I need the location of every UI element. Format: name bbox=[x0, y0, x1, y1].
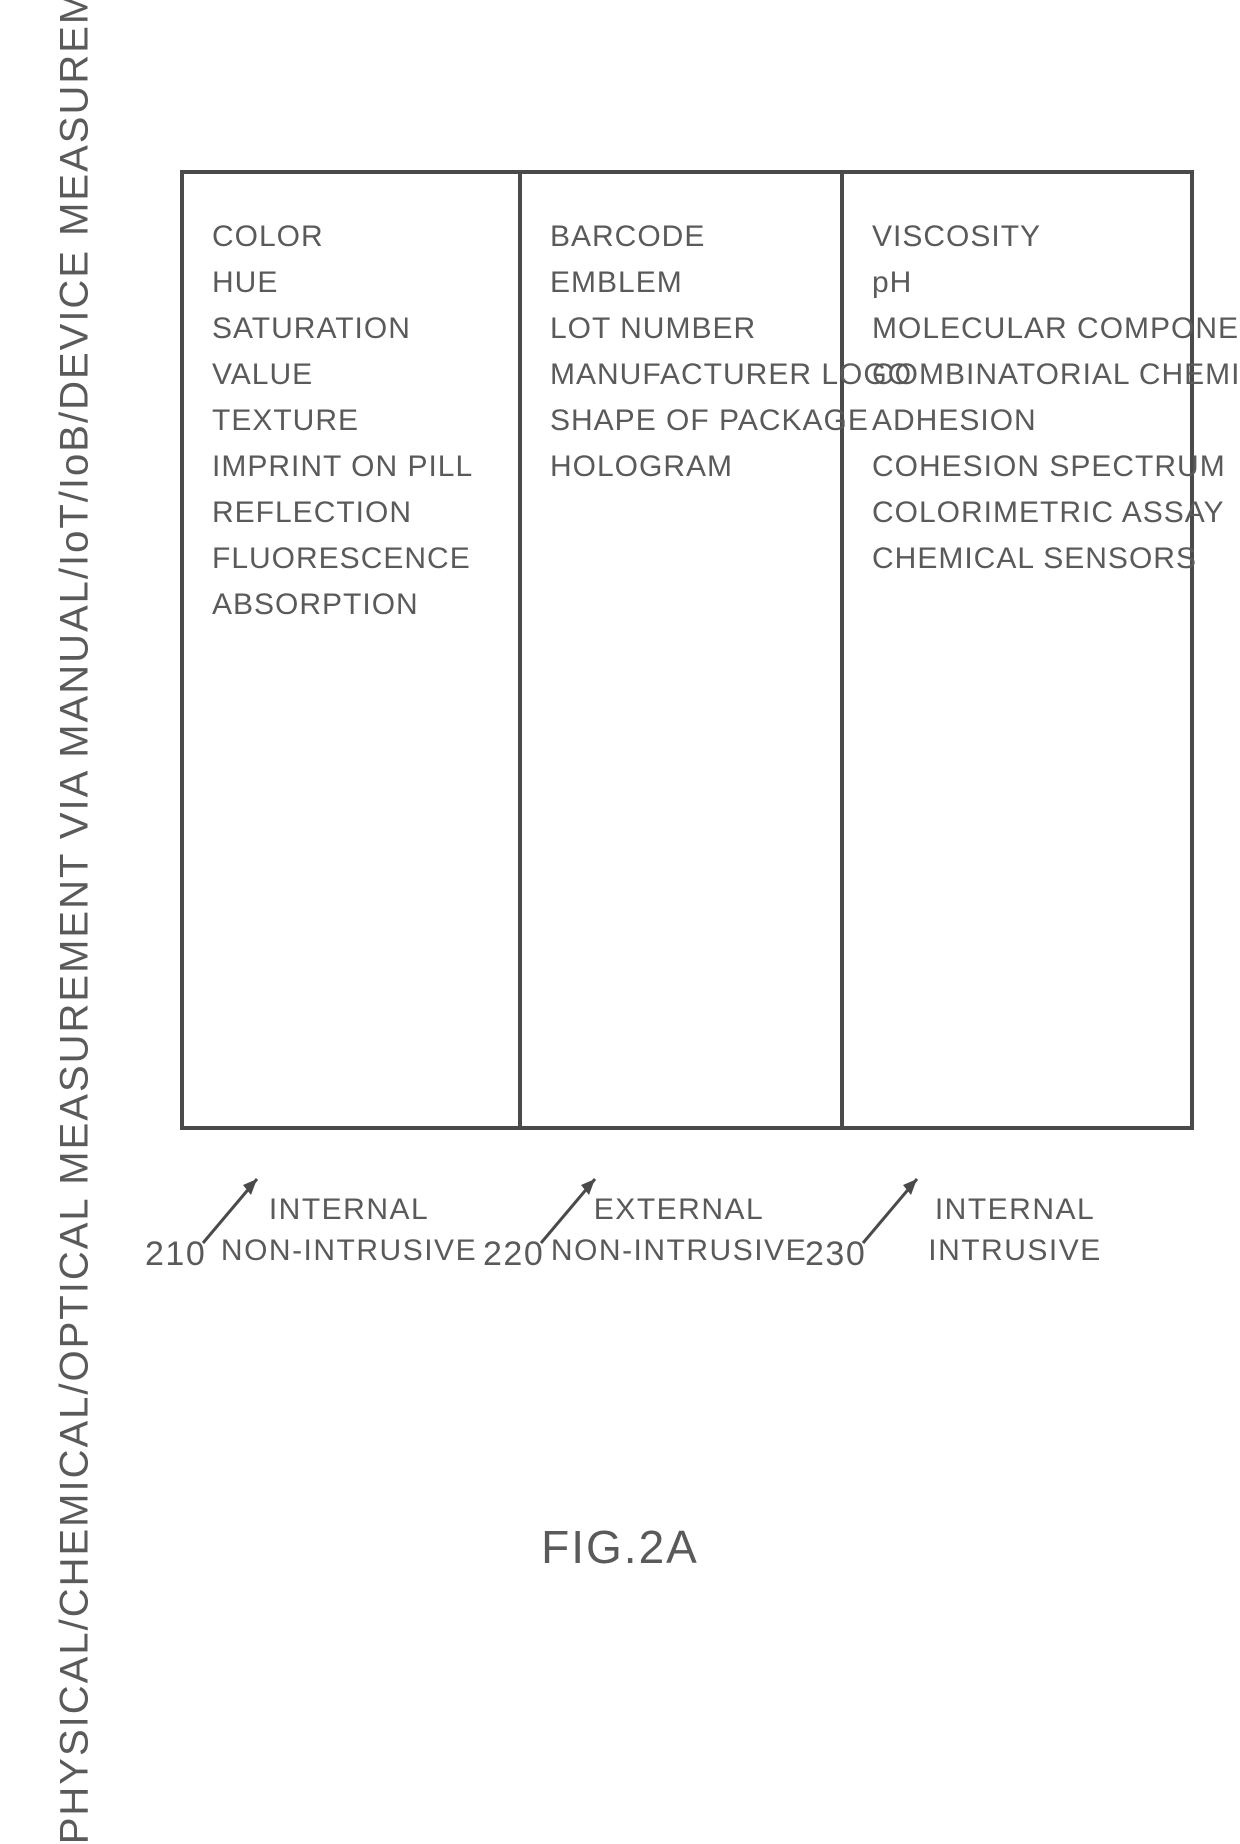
column-labels-row: 210INTERNALNON-INTRUSIVE220EXTERNALNON-I… bbox=[180, 1190, 1190, 1271]
measurement-item: MANUFACTURER LOGO bbox=[550, 352, 818, 398]
measurement-item: VISCOSITY bbox=[872, 214, 1168, 260]
figure-label: FIG.2A bbox=[0, 1520, 1240, 1574]
page: PHYSICAL/CHEMICAL/OPTICAL MEASUREMENT VI… bbox=[0, 0, 1240, 1747]
measurement-item: TEXTURE bbox=[212, 398, 496, 444]
column-label-line: INTERNAL bbox=[269, 1190, 429, 1231]
measurement-item: COMBINATORIAL CHEMICALS bbox=[872, 352, 1168, 398]
measurement-item: HUE bbox=[212, 260, 496, 306]
measurement-item: COHESION SPECTRUM bbox=[872, 444, 1168, 490]
column-label-line: INTERNAL bbox=[935, 1190, 1095, 1231]
measurement-table-wrap: COLORHUESATURATIONVALUETEXTUREIMPRINT ON… bbox=[180, 170, 1194, 1130]
page-title-container: PHYSICAL/CHEMICAL/OPTICAL MEASUREMENT VI… bbox=[30, 0, 120, 1747]
column-label-group: 220EXTERNALNON-INTRUSIVE bbox=[518, 1190, 840, 1271]
measurement-item: pH bbox=[872, 260, 1168, 306]
measurement-item: VALUE bbox=[212, 352, 496, 398]
lead-line-arrow-icon bbox=[195, 1165, 285, 1255]
measurement-item: ADHESION bbox=[872, 398, 1168, 444]
lead-line-arrow-icon bbox=[533, 1165, 623, 1255]
lead-line-arrow-icon bbox=[855, 1165, 945, 1255]
measurement-item: LOT NUMBER bbox=[550, 306, 818, 352]
column-label-line: INTRUSIVE bbox=[928, 1231, 1102, 1272]
measurement-item: BARCODE bbox=[550, 214, 818, 260]
cell-internal-non-intrusive: COLORHUESATURATIONVALUETEXTUREIMPRINT ON… bbox=[182, 172, 520, 1128]
cell-external-non-intrusive: BARCODEEMBLEMLOT NUMBERMANUFACTURER LOGO… bbox=[520, 172, 842, 1128]
column-label-group: 230INTERNALINTRUSIVE bbox=[840, 1190, 1190, 1271]
cell-internal-intrusive: VISCOSITYpHMOLECULAR COMPONENTSCOMBINATO… bbox=[842, 172, 1192, 1128]
measurement-item: IMPRINT ON PILL bbox=[212, 444, 496, 490]
measurement-item: ABSORPTION bbox=[212, 582, 496, 628]
measurement-item: HOLOGRAM bbox=[550, 444, 818, 490]
measurement-item: EMBLEM bbox=[550, 260, 818, 306]
measurement-item: MOLECULAR COMPONENTS bbox=[872, 306, 1168, 352]
column-label-group: 210INTERNALNON-INTRUSIVE bbox=[180, 1190, 518, 1271]
measurement-item: CHEMICAL SENSORS bbox=[872, 536, 1168, 582]
measurement-item: SATURATION bbox=[212, 306, 496, 352]
measurement-item: REFLECTION bbox=[212, 490, 496, 536]
measurement-table: COLORHUESATURATIONVALUETEXTUREIMPRINT ON… bbox=[180, 170, 1194, 1130]
measurement-item: COLORIMETRIC ASSAY bbox=[872, 490, 1168, 536]
measurement-item: SHAPE OF PACKAGE bbox=[550, 398, 818, 444]
measurement-item: FLUORESCENCE bbox=[212, 536, 496, 582]
measurement-item: COLOR bbox=[212, 214, 496, 260]
